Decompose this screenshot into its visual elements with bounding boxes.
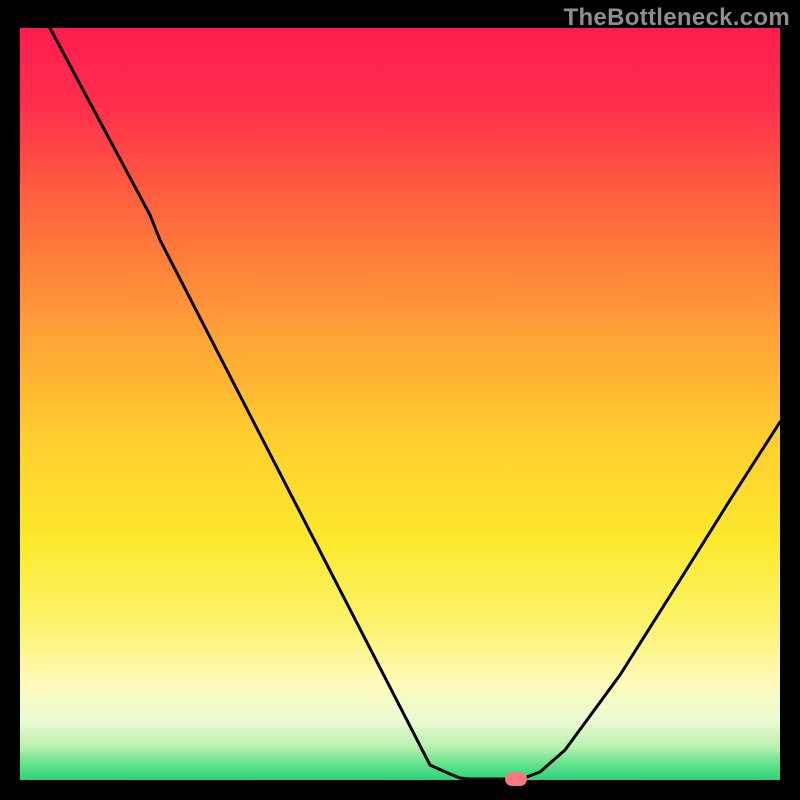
bottleneck-curve [20,28,780,780]
plot-area [20,28,780,780]
valley-marker [505,772,527,786]
watermark-text: TheBottleneck.com [564,4,790,32]
